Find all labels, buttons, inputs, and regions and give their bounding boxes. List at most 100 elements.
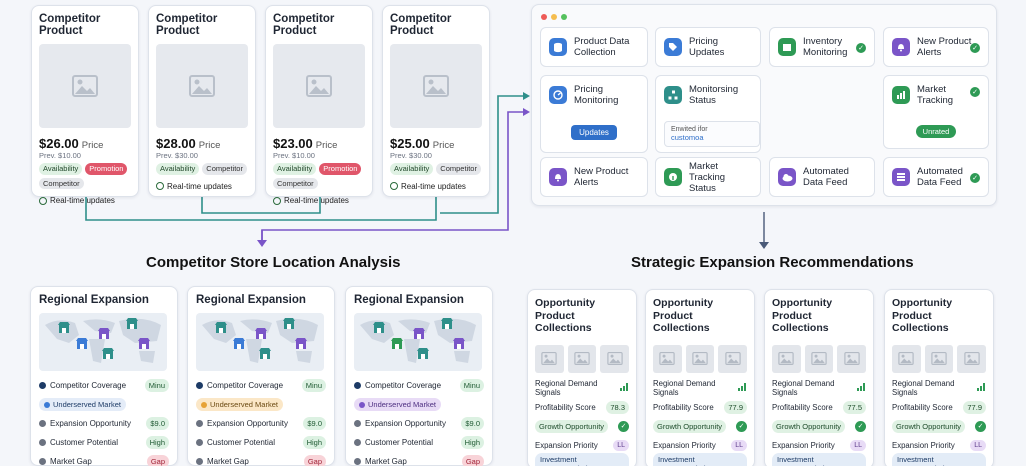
close-dot[interactable] [541, 14, 547, 20]
underserved-chip: Underserved Market [354, 398, 441, 411]
competitor-product-card[interactable]: Competitor Product $26.00 Price Prev. $10.0… [31, 5, 139, 205]
investment-badge: Investment recommendation [772, 453, 866, 466]
module-market-tracking[interactable]: Market Tracking Unrated ✓ [883, 75, 989, 149]
metric-row: Competitor Coverage Minu [196, 376, 326, 395]
clock-icon [39, 196, 47, 205]
competitor-product-card[interactable]: Competitor Product $28.00 Price Prev. $30.0… [148, 5, 256, 197]
store-icon[interactable] [97, 327, 111, 340]
metric-label-group: Underserved Market [196, 398, 283, 411]
signal-bars-icon [857, 383, 866, 393]
module-monitorsing-status[interactable]: Monitorsing Status Enwited ifor customoa [655, 75, 761, 153]
store-icon[interactable] [294, 337, 308, 350]
competitor-product-card[interactable]: Competitor Product $25.00 Price Prev. $30.0… [382, 5, 490, 197]
previous-price: Prev. $30.00 [390, 151, 432, 160]
metric-label: Expansion Priority [772, 440, 835, 450]
product-tags: Availability Competitor [156, 163, 248, 175]
metric-value-badge: High [460, 436, 484, 449]
opportunity-card[interactable]: Opportunity Product Collections Regional … [527, 289, 637, 466]
module-label: New Product Alerts [574, 166, 629, 188]
store-icon[interactable] [416, 347, 430, 360]
updates-button[interactable]: Updates [571, 125, 617, 140]
module-pricing-monitoring[interactable]: Pricing Monitoring Updates [540, 75, 648, 153]
metric-row: Underserved Market [354, 395, 484, 414]
metric-value-badge: $9.0 [146, 417, 169, 430]
signal-bars-icon [977, 383, 986, 393]
price-value: $23.00 [273, 136, 313, 151]
module-header: New Product Alerts [549, 166, 639, 188]
product-tags: Availability Competitor [390, 163, 482, 175]
opportunity-card[interactable]: Opportunity Product Collections Regional … [884, 289, 994, 466]
opportunity-card[interactable]: Opportunity Product Collections Regional … [764, 289, 874, 466]
maximize-dot[interactable] [561, 14, 567, 20]
store-icon[interactable] [232, 337, 246, 350]
card-title: Opportunity Product Collections [535, 297, 596, 334]
metric-label: Regional Demand Signals [892, 379, 955, 397]
module-new-product-alerts[interactable]: New Product Alerts [540, 157, 648, 197]
realtime-label: Real-time updates [401, 181, 466, 191]
score-badge: 77.5 [843, 400, 866, 414]
realtime-indicator: Real-time updates [156, 182, 248, 191]
store-icon[interactable] [125, 317, 139, 330]
store-icon[interactable] [412, 327, 426, 340]
store-icon[interactable] [57, 321, 71, 334]
investment-badge: Investment recommendation [535, 453, 629, 466]
regional-expansion-card[interactable]: Regional Expansion Competitor Coverage Min… [345, 286, 493, 466]
module-header: Market Tracking Status [664, 161, 752, 194]
tag-availability: Availability [390, 163, 434, 175]
image-placeholder-icon [772, 344, 801, 373]
metric-row: Competitor Coverage Minu [39, 376, 169, 395]
store-icon[interactable] [372, 321, 386, 334]
metric-row: Market Gap Gap [39, 452, 169, 466]
minimize-dot[interactable] [551, 14, 557, 20]
store-icon[interactable] [452, 337, 466, 350]
competitor-product-card[interactable]: Competitor Product $23.00 Price Prev. $10.0… [265, 5, 373, 205]
module-new-product-alerts[interactable]: New Product Alerts ✓ [883, 27, 989, 67]
opportunity-card[interactable]: Opportunity Product Collections Regional … [645, 289, 755, 466]
image-placeholder-icon [156, 44, 248, 128]
store-icon[interactable] [282, 317, 296, 330]
store-icon[interactable] [137, 337, 151, 350]
metric-label: Regional Demand Signals [772, 379, 835, 397]
regional-expansion-card[interactable]: Regional Expansion Competitor Coverage Min… [187, 286, 335, 466]
module-header: Inventory Monitoring [778, 36, 866, 58]
product-title: Competitor Product [390, 13, 452, 37]
store-icon[interactable] [101, 347, 115, 360]
check-icon: ✓ [618, 420, 629, 432]
module-header: Automated Data Feed [892, 166, 980, 188]
store-icon[interactable] [390, 337, 404, 350]
store-icon[interactable] [440, 317, 454, 330]
image-placeholder-icon [957, 344, 987, 373]
module-label: New Product Alerts [917, 36, 972, 58]
store-icon[interactable] [75, 337, 89, 350]
image-placeholder-icon [892, 344, 921, 373]
module-inventory-monitoring[interactable]: Inventory Monitoring ✓ [769, 27, 875, 67]
module-label: Pricing Updates [689, 36, 725, 58]
module-product-data-collection[interactable]: Product Data Collection [540, 27, 648, 67]
metric-label-group: Expansion Opportunity [354, 419, 446, 428]
module-automated-data-feed[interactable]: Automated Data Feed [769, 157, 875, 197]
store-icon[interactable] [258, 347, 272, 360]
metric-value-badge: High [302, 436, 326, 449]
connector-teal [85, 196, 437, 221]
previous-price: Prev. $10.00 [39, 151, 81, 160]
section-title-right: Strategic Expansion Recommendations [631, 254, 914, 271]
module-pricing-updates[interactable]: Pricing Updates [655, 27, 761, 67]
regional-expansion-card[interactable]: Regional Expansion Competitor Coverage Min… [30, 286, 178, 466]
metric-row: Growth Opportunity ✓ [535, 417, 629, 436]
metric-row: Expansion Priority LL [772, 436, 866, 455]
store-icon[interactable] [214, 321, 228, 334]
module-label: Market Tracking Status [689, 160, 726, 194]
module-automated-data-feed[interactable]: Automated Data Feed ✓ [883, 157, 989, 197]
metric-label: Expansion Opportunity [50, 419, 131, 428]
metric-label-group: Market Gap [196, 457, 249, 466]
module-market-tracking-status[interactable]: Market Tracking Status [655, 157, 761, 197]
metrics-list: Regional Demand Signals Profitability Sco… [892, 379, 986, 466]
metric-label: Expansion Opportunity [207, 419, 288, 428]
store-icon[interactable] [254, 327, 268, 340]
module-label: Automated Data Feed [917, 166, 963, 188]
check-icon: ✓ [970, 43, 980, 53]
metric-row: Underserved Market [39, 395, 169, 414]
metric-row: Expansion Opportunity $9.0 [354, 414, 484, 433]
module-label: Product Data Collection [574, 36, 630, 58]
clock-icon [273, 196, 281, 205]
